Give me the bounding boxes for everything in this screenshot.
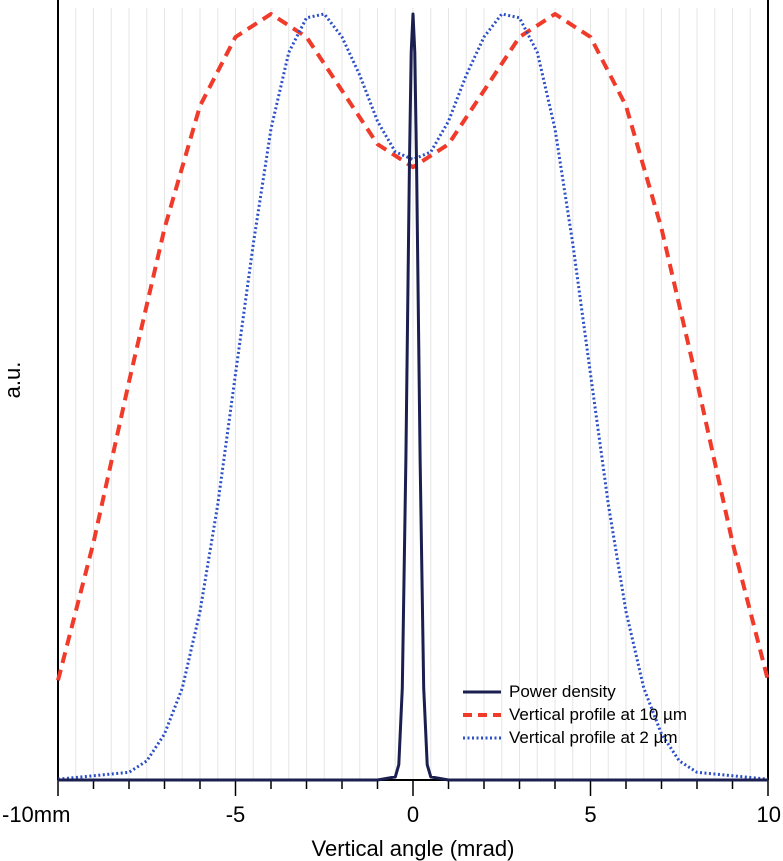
series-line-1 — [56, 12, 770, 681]
legend-label-text: Vertical profile at 10 — [509, 705, 663, 724]
x-axis-ticks — [57, 780, 769, 796]
series-line-0 — [58, 12, 768, 782]
legend-label-text: Vertical profile at 2 — [509, 728, 654, 747]
x-tick-label: 5 — [584, 802, 596, 827]
legend-item-label: Vertical profile at 2 µm — [509, 728, 678, 747]
x-axis-title: Vertical angle (mrad) — [312, 836, 515, 861]
x-tick-label: 10 — [757, 802, 781, 827]
series-line-2 — [57, 12, 769, 781]
x-tick-label: 0 — [407, 802, 419, 827]
x-axis-tick-labels: -10mm -5 0 5 10 — [2, 802, 781, 827]
legend-unit-text: µm — [663, 705, 687, 724]
legend-item-label: Power density — [509, 682, 616, 701]
x-tick-label: -10mm — [2, 802, 70, 827]
y-axis-title: a.u. — [0, 362, 25, 399]
legend-item-label: Vertical profile at 10 µm — [509, 705, 687, 724]
legend-label-text: Power density — [509, 682, 616, 701]
vertical-gridlines — [75, 8, 751, 780]
legend-unit-text: µm — [654, 728, 678, 747]
x-tick-label: -5 — [226, 802, 246, 827]
series-layer — [56, 12, 770, 782]
